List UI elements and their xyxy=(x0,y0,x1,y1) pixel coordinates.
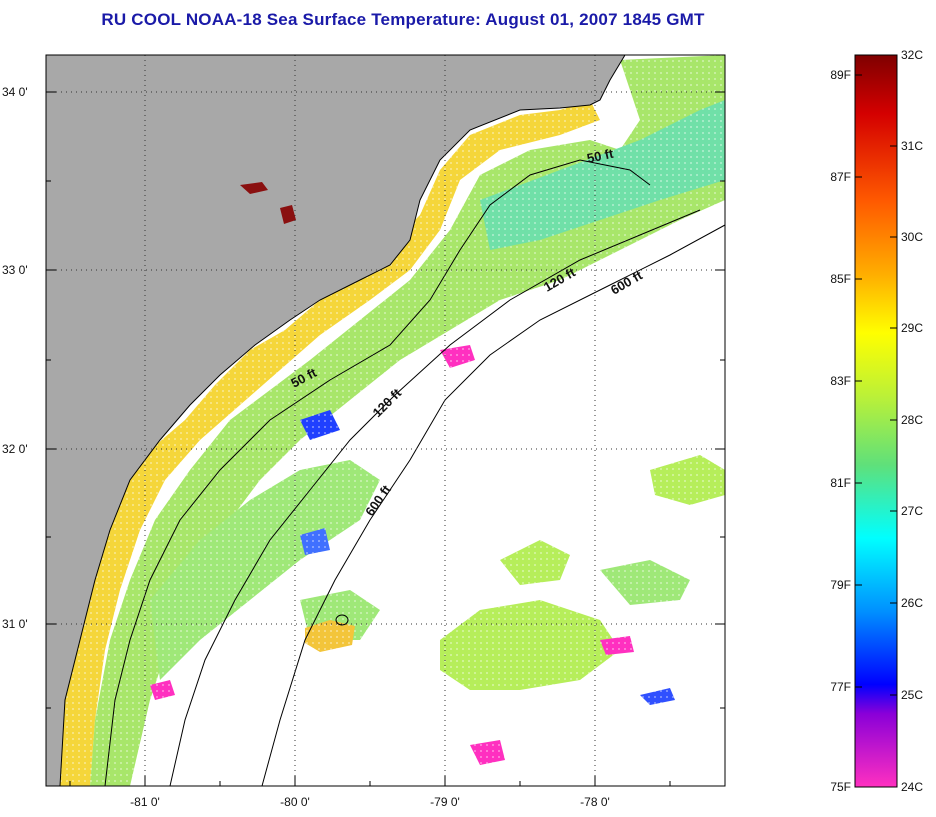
colorbar: 89F 87F 85F 83F 81F 79F 77F 75F 32C 31C … xyxy=(830,48,923,794)
cb-c-28: 28C xyxy=(901,413,923,427)
cb-f-75: 75F xyxy=(830,780,851,794)
cb-c-31: 31C xyxy=(901,139,923,153)
isobath-120ft xyxy=(169,209,701,786)
map-frame xyxy=(45,54,726,787)
lake-marion xyxy=(240,182,268,194)
cb-c-26: 26C xyxy=(901,596,923,610)
seamount-contour xyxy=(335,614,349,626)
isobath-50ft xyxy=(104,159,651,786)
cb-f-77: 77F xyxy=(830,680,851,694)
land xyxy=(46,55,625,786)
graticule xyxy=(46,55,725,786)
lake-moultrie xyxy=(280,205,296,224)
lat-label-34: 34 0' xyxy=(2,85,28,99)
cb-c-25: 25C xyxy=(901,688,923,702)
lat-label-31: 31 0' xyxy=(2,617,28,631)
lon-label-80: -80 0' xyxy=(280,795,310,809)
cb-f-79: 79F xyxy=(830,578,851,592)
map-title: RU COOL NOAA-18 Sea Surface Temperature:… xyxy=(101,10,705,29)
map-panel xyxy=(46,55,725,786)
cb-f-85: 85F xyxy=(830,272,851,286)
cb-c-29: 29C xyxy=(901,321,923,335)
lat-label-33: 33 0' xyxy=(2,263,28,277)
colorbar-ticks xyxy=(855,54,897,696)
colorbar-gradient xyxy=(854,54,898,788)
cb-f-81: 81F xyxy=(830,476,851,490)
lon-label-79: -79 0' xyxy=(430,795,460,809)
cb-c-24: 24C xyxy=(901,780,923,794)
cb-f-87: 87F xyxy=(830,170,851,184)
cb-c-27: 27C xyxy=(901,504,923,518)
isobath-600ft xyxy=(261,224,725,786)
coastline xyxy=(59,55,626,786)
contour-label-50ft-north: 50 ft xyxy=(586,146,616,166)
axis-ticks xyxy=(46,91,725,786)
cb-c-30: 30C xyxy=(901,230,923,244)
lon-label-78: -78 0' xyxy=(580,795,610,809)
cb-c-32: 32C xyxy=(901,48,923,62)
lat-label-32: 32 0' xyxy=(2,442,28,456)
lon-label-81: -81 0' xyxy=(130,795,160,809)
cb-f-83: 83F xyxy=(830,374,851,388)
cb-f-89: 89F xyxy=(830,68,851,82)
